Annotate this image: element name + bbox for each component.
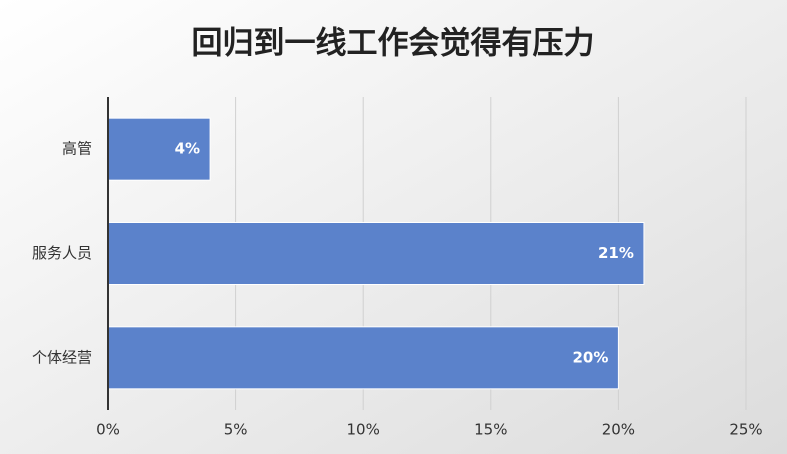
y-tick-label: 高管 — [62, 140, 92, 158]
bars — [107, 117, 645, 390]
x-tick-label: 10% — [347, 421, 380, 439]
y-tick-label: 个体经营 — [32, 348, 92, 366]
bar — [107, 222, 645, 285]
x-tick-label: 0% — [96, 421, 120, 439]
x-tick-label: 25% — [729, 421, 762, 439]
value-label: 4% — [175, 140, 200, 158]
x-tick-label: 15% — [474, 421, 507, 439]
bar — [107, 117, 211, 181]
x-tick-label: 5% — [224, 421, 248, 439]
chart-title: 回归到一线工作会觉得有压力 — [192, 26, 595, 62]
y-tick-label: 服务人员 — [32, 244, 92, 262]
value-label: 20% — [572, 348, 608, 366]
bar — [107, 326, 619, 390]
value-label: 21% — [598, 244, 634, 262]
x-tick-label: 20% — [602, 421, 635, 439]
